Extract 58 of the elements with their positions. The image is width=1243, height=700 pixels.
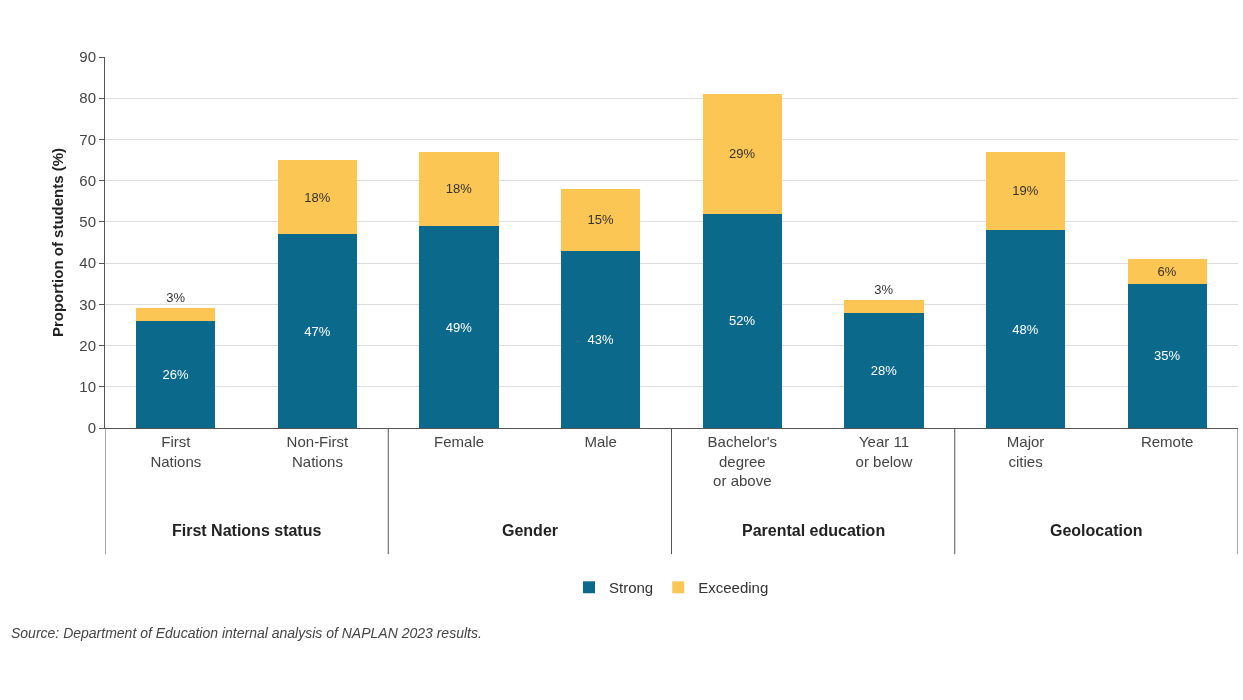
data-label: 47%: [304, 323, 331, 339]
data-label: 3%: [874, 282, 894, 298]
x-tick-label: Year 11 or below: [855, 433, 913, 470]
bar: [702, 94, 782, 214]
data-label: 18%: [304, 189, 331, 205]
x-tick-label: Female: [434, 433, 485, 450]
text: First Nations status: [172, 522, 322, 539]
data-label: 49%: [445, 319, 473, 335]
bar: [844, 300, 924, 313]
y-tick-label: 60: [79, 171, 96, 189]
data-label: 15%: [587, 212, 614, 228]
y-tick-label: 20: [79, 336, 96, 354]
data-label: 29%: [729, 146, 756, 162]
bar: [277, 234, 358, 428]
data-label: 28%: [870, 362, 898, 378]
bar: [277, 160, 358, 235]
y-tick-label: 90: [79, 48, 96, 66]
bar: [419, 151, 499, 227]
data-label: 26%: [162, 366, 190, 382]
bar: [136, 308, 216, 321]
bar: [561, 188, 641, 251]
y-tick-label: 80: [79, 89, 96, 107]
x-tick-label: First Nations: [150, 433, 202, 470]
y-axis-title: Proportion of students (%): [48, 147, 66, 338]
data-label: 35%: [1153, 348, 1181, 364]
text: Gender: [502, 522, 559, 539]
x-tick-label: Male: [584, 433, 617, 450]
bar: [1127, 258, 1207, 284]
source-note: Source: Department of Education internal analysis of NAPLAN 2023 results.: [11, 625, 482, 641]
bar: [1127, 283, 1207, 428]
y-tick-label: 70: [79, 130, 96, 148]
data-label: 48%: [1012, 321, 1039, 337]
bar: [844, 312, 924, 428]
x-tick-label: Bachelor's degree or above: [707, 433, 778, 489]
bar: [702, 213, 782, 428]
legend-label: Strong: [609, 579, 654, 597]
data-label: 3%: [166, 290, 186, 306]
y-tick-label: 50: [79, 213, 96, 231]
x-tick-label: Remote: [1140, 433, 1194, 450]
data-label: 18%: [445, 181, 473, 197]
data-label: 43%: [587, 331, 614, 347]
data-label: 52%: [729, 313, 756, 329]
bar: [419, 226, 499, 428]
bar: [985, 151, 1066, 231]
bar: [985, 230, 1066, 428]
text: Geolocation: [1050, 522, 1143, 539]
text: Parental education: [742, 522, 886, 539]
y-tick-label: 0: [87, 419, 96, 437]
x-tick-label: Major cities: [1006, 433, 1045, 470]
y-tick-label: 30: [79, 295, 96, 313]
data-label: 19%: [1012, 183, 1039, 199]
y-tick-label: 10: [79, 378, 96, 396]
data-label: 6%: [1157, 263, 1177, 279]
bar: [561, 250, 641, 428]
x-tick-label: Non-First Nations: [286, 433, 350, 470]
y-tick-label: 40: [79, 254, 96, 272]
bar: [136, 320, 216, 428]
legend-label: Exceeding: [698, 579, 769, 597]
